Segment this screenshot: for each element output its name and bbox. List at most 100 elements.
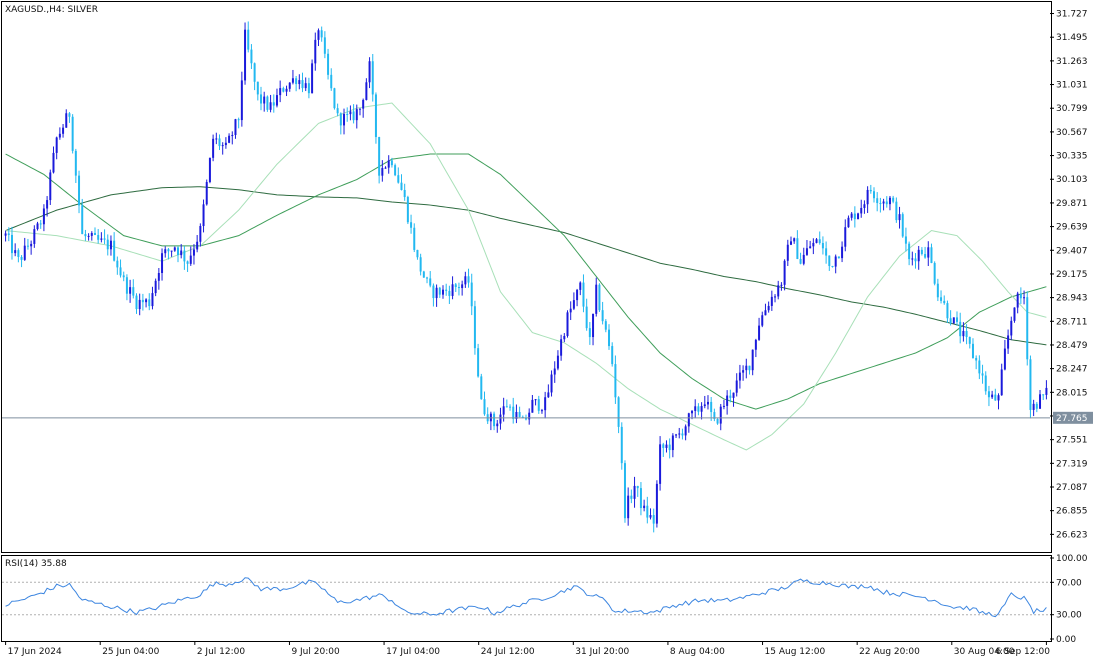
candle — [336, 103, 339, 117]
price-tick-label: 31.263 — [1056, 57, 1088, 67]
candle — [119, 259, 122, 278]
rsi-line — [5, 577, 1047, 618]
candle — [751, 349, 754, 376]
price-axis: 31.727 31.495 31.263 31.031 30.799 30.567 30.3… — [1050, 10, 1093, 540]
candle — [1023, 290, 1026, 305]
candle — [1045, 380, 1048, 400]
candle — [253, 62, 256, 91]
candle — [608, 324, 611, 350]
price-tick-label: 29.175 — [1056, 270, 1088, 280]
candle — [643, 499, 646, 512]
candle — [451, 276, 454, 300]
candle — [362, 98, 365, 118]
candle — [145, 298, 148, 308]
candle — [952, 317, 955, 324]
candle — [1035, 401, 1038, 413]
candle — [339, 112, 342, 135]
price-tick-label: 27.087 — [1056, 483, 1088, 493]
candle — [550, 370, 553, 397]
candle — [505, 399, 508, 408]
candle — [403, 183, 406, 201]
candle — [997, 393, 1000, 410]
time-tick-label: 17 Jul 04:00 — [386, 647, 440, 657]
price-tick-label: 30.799 — [1056, 104, 1088, 114]
candle — [240, 71, 243, 127]
candle — [400, 174, 403, 191]
candle — [470, 273, 473, 316]
candle — [100, 232, 103, 243]
time-tick-label: 25 Jun 04:00 — [102, 647, 159, 657]
chart-title: XAGUSD.,H4: SILVER — [5, 5, 98, 15]
candle — [821, 236, 824, 255]
candle — [563, 333, 566, 343]
price-tick-label: 31.727 — [1056, 10, 1088, 20]
candle — [441, 285, 444, 299]
candle — [706, 395, 709, 410]
candle — [65, 109, 68, 128]
price-tick-label: 28.247 — [1056, 365, 1088, 375]
candle — [416, 249, 419, 260]
candle — [170, 250, 173, 257]
time-tick-label: 17 Jun 2024 — [8, 647, 62, 657]
candle — [113, 232, 116, 262]
candle — [186, 260, 189, 272]
candle — [946, 300, 949, 323]
price-layer — [2, 21, 1050, 533]
candle — [365, 78, 368, 101]
candle — [413, 223, 416, 253]
candle — [815, 237, 818, 244]
candle — [311, 59, 314, 94]
candle — [553, 361, 556, 383]
candle — [406, 195, 409, 225]
candle — [869, 184, 872, 194]
candle — [250, 44, 253, 70]
candle — [78, 170, 81, 214]
candle — [655, 480, 658, 528]
candle — [927, 241, 930, 267]
candle — [895, 197, 898, 223]
candle — [39, 219, 42, 229]
candle — [639, 482, 642, 516]
candle — [30, 240, 33, 255]
candle — [394, 163, 397, 177]
candle — [295, 75, 298, 92]
candle — [205, 179, 208, 206]
candle — [668, 438, 671, 459]
candle — [132, 279, 135, 299]
candle — [994, 388, 997, 401]
candle — [789, 236, 792, 246]
candle — [189, 246, 192, 266]
candle — [148, 293, 151, 311]
candle — [745, 358, 748, 379]
candle — [244, 22, 247, 85]
candle — [569, 301, 572, 321]
candle — [547, 384, 550, 398]
candle — [141, 293, 144, 311]
candle — [378, 136, 381, 184]
rsi-layer — [2, 577, 1050, 618]
candle — [764, 303, 767, 316]
candle — [298, 74, 301, 90]
candle — [534, 399, 537, 406]
candle — [818, 231, 821, 245]
candle — [710, 396, 713, 421]
candle — [646, 496, 649, 524]
candle — [390, 157, 393, 168]
candle — [304, 77, 307, 92]
price-tick-label: 31.495 — [1056, 33, 1088, 43]
price-tick-label: 28.015 — [1056, 388, 1088, 398]
candle — [1019, 287, 1022, 304]
candle — [1039, 390, 1042, 409]
candle — [371, 54, 374, 102]
candle — [888, 195, 891, 211]
candle — [62, 123, 65, 138]
candle — [834, 254, 837, 274]
candle — [761, 311, 764, 328]
candle — [374, 92, 377, 144]
candle — [125, 274, 128, 301]
candle — [509, 404, 512, 411]
candle — [783, 259, 786, 291]
candle — [719, 403, 722, 431]
candle — [301, 72, 304, 93]
